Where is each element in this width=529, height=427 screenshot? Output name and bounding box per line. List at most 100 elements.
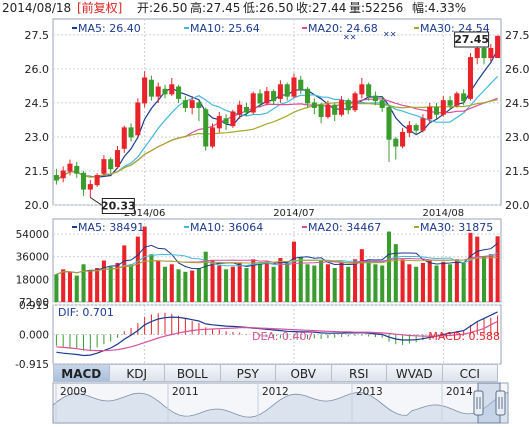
volume-bar <box>54 274 59 302</box>
volume-bar <box>366 260 371 302</box>
candle-body <box>420 118 426 131</box>
candle-body <box>60 170 66 179</box>
volume-ytick: 18000 <box>16 274 49 286</box>
volume-bar <box>190 270 195 302</box>
candle-body <box>155 86 161 97</box>
candle-body <box>169 84 175 95</box>
volume-bar <box>420 263 425 302</box>
navigator-left-handle[interactable] <box>473 390 484 416</box>
navigator-year-label: 2009 <box>60 386 87 398</box>
tab-psy[interactable]: PSY <box>220 364 276 382</box>
volume-bar <box>61 269 66 302</box>
candle-body <box>413 125 419 131</box>
candle-body <box>250 93 256 113</box>
volume-bar <box>285 263 290 302</box>
candle-body <box>393 138 399 147</box>
candle-body <box>203 109 209 147</box>
low-marker-label: 20.33 <box>101 200 136 213</box>
candle-body <box>87 184 93 190</box>
price-ytick-left: 26.0 <box>25 63 50 76</box>
volume-bar <box>88 270 93 302</box>
macd-legend-item: DIF: 0.701 <box>58 306 114 319</box>
volume-legend-item: MA30: 31875 <box>420 221 493 234</box>
tab-kdj[interactable]: KDJ <box>109 364 165 382</box>
macd-ytick: 0.915 <box>19 300 49 312</box>
tab-cci[interactable]: CCI <box>442 364 498 382</box>
volume-bar <box>414 266 419 302</box>
volume-bar <box>373 264 378 302</box>
price-legend-item: MA20: 24.68 <box>308 22 378 35</box>
candle-body <box>162 88 168 95</box>
macd-ytick: 0.000 <box>19 330 49 342</box>
volume-ma10-line <box>56 252 498 275</box>
volume-ytick: 54000 <box>16 229 49 241</box>
candle-body <box>311 102 317 108</box>
navigator-right-handle-grip[interactable] <box>495 390 506 416</box>
volume-bar <box>461 263 466 302</box>
price-panel: 20.0 20.0 21.5 21.5 23.0 23.0 24.5 24.5 26.0 26.0… <box>25 18 529 219</box>
navigator-right-handle[interactable] <box>495 390 506 416</box>
tab-boll[interactable]: BOLL <box>165 364 221 382</box>
tab-wvad[interactable]: WVAD <box>387 364 443 382</box>
tab-rsi[interactable]: RSI <box>331 364 387 382</box>
candle-body <box>461 93 467 102</box>
candle-body <box>467 57 473 99</box>
tab-obv[interactable]: OBV <box>276 364 332 382</box>
candle-body <box>433 106 440 115</box>
candle-body <box>128 127 134 138</box>
volume-bar <box>495 236 500 302</box>
navigator-left-handle-grip[interactable] <box>473 390 484 416</box>
price-ytick-right: 27.5 <box>505 29 529 42</box>
volume-bar <box>203 251 208 302</box>
navigator-panel[interactable]: 2009 2011 2012 2013 2014 <box>52 382 509 424</box>
volume-bar <box>251 259 256 302</box>
volume-bar <box>346 266 351 302</box>
candle-body <box>338 100 345 115</box>
candle-body <box>291 77 297 97</box>
volume-bar <box>224 269 229 302</box>
volume-bar <box>162 266 168 302</box>
volume-bar <box>298 256 303 302</box>
volume-bar <box>448 264 453 302</box>
volume-bar <box>291 241 297 302</box>
volume-bar <box>407 264 412 302</box>
volume-ytick: 72,00 <box>19 297 49 309</box>
volume-bar <box>434 265 439 302</box>
volume-bar <box>481 256 487 302</box>
volume-bar <box>183 271 188 302</box>
candle-body <box>474 47 480 59</box>
candle-body <box>237 104 243 115</box>
candle-body <box>101 159 107 174</box>
candle-body <box>447 100 453 106</box>
volume-bar <box>149 254 154 302</box>
candle-body <box>216 116 222 129</box>
macd-legend-item: MACD: 0.588 <box>428 330 500 343</box>
volume-bar <box>244 268 249 302</box>
candle-body <box>264 91 270 104</box>
price-ytick-left: 20.0 <box>25 199 50 212</box>
candle-body <box>406 125 412 133</box>
navigator-year-label: 2011 <box>172 386 199 398</box>
volume-ytick: 36000 <box>16 252 49 264</box>
ma30-line <box>56 99 498 181</box>
dif-line <box>56 311 498 357</box>
candle-body <box>243 106 249 113</box>
price-legend-item: MA5: 26.40 <box>78 22 141 35</box>
header-high: 高:27.45 <box>190 0 240 15</box>
price-ytick-left: 27.5 <box>25 29 50 42</box>
candle-body <box>176 86 182 99</box>
volume-bar <box>74 275 79 302</box>
macd-panel: 0.915 0.000 -0.915 DIF: 0.701 DEA: 0.407 MACD… <box>15 300 502 371</box>
candle-body <box>142 77 148 104</box>
tab-macd[interactable]: MACD <box>53 364 110 382</box>
volume-bar <box>230 266 235 302</box>
volume-bar <box>67 271 73 302</box>
volume-bar <box>115 263 120 302</box>
header-adjust: [前复权] <box>77 0 122 15</box>
candle-body <box>332 104 338 115</box>
candle-body <box>440 100 446 115</box>
high-marker-label: 27.45 <box>454 33 489 46</box>
candle-body <box>223 118 229 124</box>
price-ytick-left: 23.0 <box>25 131 50 144</box>
